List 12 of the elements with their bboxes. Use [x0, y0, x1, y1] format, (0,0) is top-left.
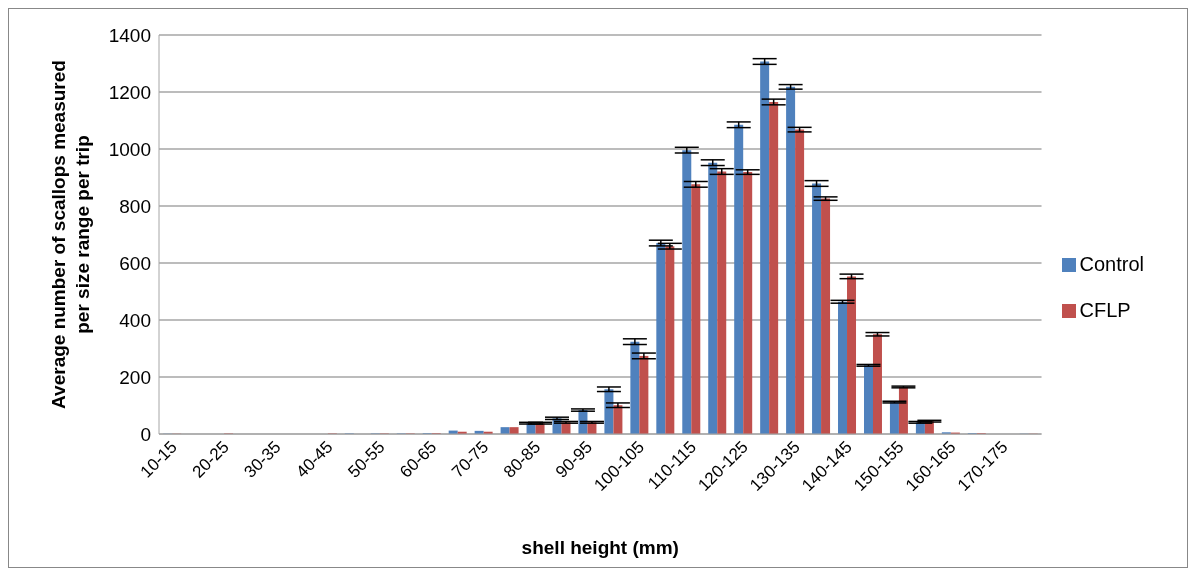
y-tick-label: 200: [119, 366, 151, 388]
y-tick-label: 1400: [108, 24, 151, 46]
y-tick-label: 400: [119, 309, 151, 331]
legend-label: Control: [1079, 252, 1144, 275]
y-tick-label: 0: [140, 423, 151, 445]
y-axis-title: Average number of scallops measured per size range per trip: [48, 60, 93, 409]
y-tick-label: 1200: [108, 81, 151, 103]
legend-label: CFLP: [1079, 298, 1131, 321]
x-axis-title: shell height (mm): [521, 537, 679, 558]
y-tick-label: 800: [119, 195, 151, 217]
y-tick-label: 600: [119, 252, 151, 274]
y-tick-label: 1000: [108, 138, 151, 160]
